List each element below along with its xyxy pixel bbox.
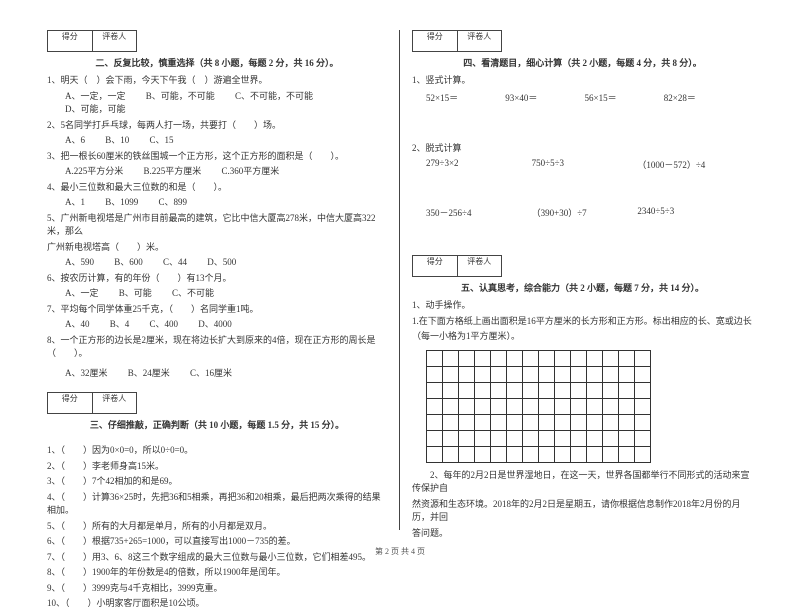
calc-row2: 279÷3×2 750÷5÷3 （1000－572）÷4 [412,158,753,171]
calc-row3: 350－256÷4 （390+30）÷7 2340÷5÷3 [412,206,753,219]
calc: 279÷3×2 [426,158,532,171]
opt: A、6 [65,134,85,148]
calc: 52×15＝ [426,91,505,104]
reviewer-label: 评卷人 [93,31,137,51]
opt: A、1 [65,196,85,210]
calc: 2340÷5÷3 [637,206,743,219]
calc: 750÷5÷3 [532,158,638,171]
score-label: 得分 [48,393,93,413]
opt: C、400 [150,318,179,332]
opt: C、16厘米 [190,367,232,381]
calc: 350－256÷4 [426,206,532,219]
q2-5b: 广州新电视塔高（ ）米。 [47,241,387,255]
q2-6: 6、按农历计算，有的年份（ ）有13个月。 [47,272,387,286]
opt: C、15 [150,134,174,148]
opt: B、600 [114,256,143,270]
opt: B.225平方厘米 [144,165,202,179]
section4-title: 四、看清题目，细心计算（共 2 小题，每题 4 分，共 8 分）。 [412,56,753,69]
calc: 93×40＝ [505,91,584,104]
reviewer-label: 评卷人 [458,31,502,51]
s5-p2a: 2、每年的2月2日是世界湿地日，在这一天，世界各国都举行不同形式的活动来宣传保护… [412,469,753,496]
reviewer-label: 评卷人 [458,256,502,276]
opt: B、可能 [119,287,152,301]
q2-7-opts: A、40 B、4 C、400 D、4000 [47,318,387,332]
judgement-item: 10、（ ）小明家客厅面积是10公顷。 [47,597,387,611]
q2-2: 2、5名同学打乒乓球，每两人打一场，共要打（ ）场。 [47,119,387,133]
opt: C、44 [163,256,187,270]
q2-3: 3、把一根长60厘米的铁丝围城一个正方形，这个正方形的面积是（ ）。 [47,150,387,164]
q2-6-opts: A、一定 B、可能 C、不可能 [47,287,387,301]
q2-5-opts: A、590 B、600 C、44 D、500 [47,256,387,270]
s5-sub1: 1、动手操作。 [412,299,753,313]
calc: （390+30）÷7 [532,206,638,219]
judgement-item: 1、（ ）因为0×0=0，所以0÷0=0。 [47,444,387,458]
opt: A、一定 [65,287,99,301]
score-box: 得分 评卷人 [412,255,502,277]
judgement-item: 5、（ ）所有的大月都是单月，所有的小月都是双月。 [47,520,387,534]
section5-title: 五、认真思考，综合能力（共 2 小题，每题 7 分，共 14 分）。 [412,281,753,294]
opt: B、10 [105,134,129,148]
opt: D、500 [207,256,236,270]
score-box: 得分 评卷人 [47,30,137,52]
q2-4: 4、最小三位数和最大三位数的和是（ ）。 [47,181,387,195]
opt: C、899 [159,196,188,210]
answer-grid [426,350,651,463]
opt: C、不可能 [172,287,214,301]
s4-sub2: 2、脱式计算 [412,142,753,156]
opt: A、40 [65,318,90,332]
opt: B、24厘米 [128,367,170,381]
calc: （1000－572）÷4 [637,158,743,171]
score-label: 得分 [413,256,458,276]
s5-p2c: 答问题。 [412,527,753,541]
opt: C.360平方厘米 [222,165,280,179]
section3-title: 三、仔细推敲，正确判断（共 10 小题，每题 1.5 分，共 15 分）。 [47,418,387,431]
opt: B、4 [110,318,130,332]
calc-row1: 52×15＝ 93×40＝ 56×15＝ 82×28＝ [412,91,753,104]
opt: D、4000 [198,318,232,332]
score-label: 得分 [48,31,93,51]
reviewer-label: 评卷人 [93,393,137,413]
s5-p1a: 1.在下面方格纸上画出面积是16平方厘米的长方形和正方形。标出相应的长、宽或边长 [412,315,753,329]
judgement-item: 9、（ ）3999克与4千克相比，3999克重。 [47,582,387,596]
q2-1: 1、明天（ ）会下雨，今天下午我（ ）游遍全世界。 [47,74,387,88]
s5-p2b: 然资源和生态环境。2018年的2月2日是星期五，请你根据信息制作2018年2月份… [412,498,753,525]
q2-4-opts: A、1 B、1099 C、899 [47,196,387,210]
q2-8: 8、一个正方形的边长是2厘米，现在将边长扩大到原来的4倍，现在正方形的周长是（ … [47,334,387,361]
opt: D、可能，可能 [65,103,126,117]
section3-list: 1、（ ）因为0×0=0，所以0÷0=0。 2、（ ）李老师身高15米。3、（ ）… [47,444,387,611]
score-box: 得分 评卷人 [412,30,502,52]
calc: 82×28＝ [664,91,743,104]
judgement-item: 3、（ ）7个42相加的和是69。 [47,475,387,489]
q2-7: 7、平均每个同学体重25千克，（ ）名同学重1吨。 [47,303,387,317]
opt: C、不可能，不可能 [235,90,313,104]
calc: 56×15＝ [585,91,664,104]
opt: A、590 [65,256,94,270]
page-footer: 第 2 页 共 4 页 [0,546,800,557]
judgement-item: 8、（ ）1900年的年份数是4的倍数，所以1900年是闰年。 [47,566,387,580]
judgement-item: 4、（ ）计算36×25时，先把36和5相乘，再把36和20相乘，最后把两次乘得… [47,491,387,518]
s4-sub1: 1、竖式计算。 [412,74,753,88]
judgement-item: 2、（ ）李老师身高15米。 [47,460,387,474]
opt: B、1099 [105,196,138,210]
q2-3-opts: A.225平方分米 B.225平方厘米 C.360平方厘米 [47,165,387,179]
opt: B、可能，不可能 [146,90,215,104]
q2-1-opts: A、一定，一定 B、可能，不可能 C、不可能，不可能 D、可能，可能 [47,90,387,117]
section2-title: 二、反复比较，慎重选择（共 8 小题，每题 2 分，共 16 分）。 [47,56,387,69]
q2-2-opts: A、6 B、10 C、15 [47,134,387,148]
s5-p1b: （每一小格为1平方厘米）。 [412,330,753,344]
opt: A.225平方分米 [65,165,123,179]
q2-8-opts: A、32厘米 B、24厘米 C、16厘米 [47,367,387,381]
score-box: 得分 评卷人 [47,392,137,414]
score-label: 得分 [413,31,458,51]
q2-5a: 5、广州新电视塔是广州市目前最高的建筑，它比中信大厦高278米，中信大厦高322… [47,212,387,239]
opt: A、一定，一定 [65,90,126,104]
opt: A、32厘米 [65,367,108,381]
